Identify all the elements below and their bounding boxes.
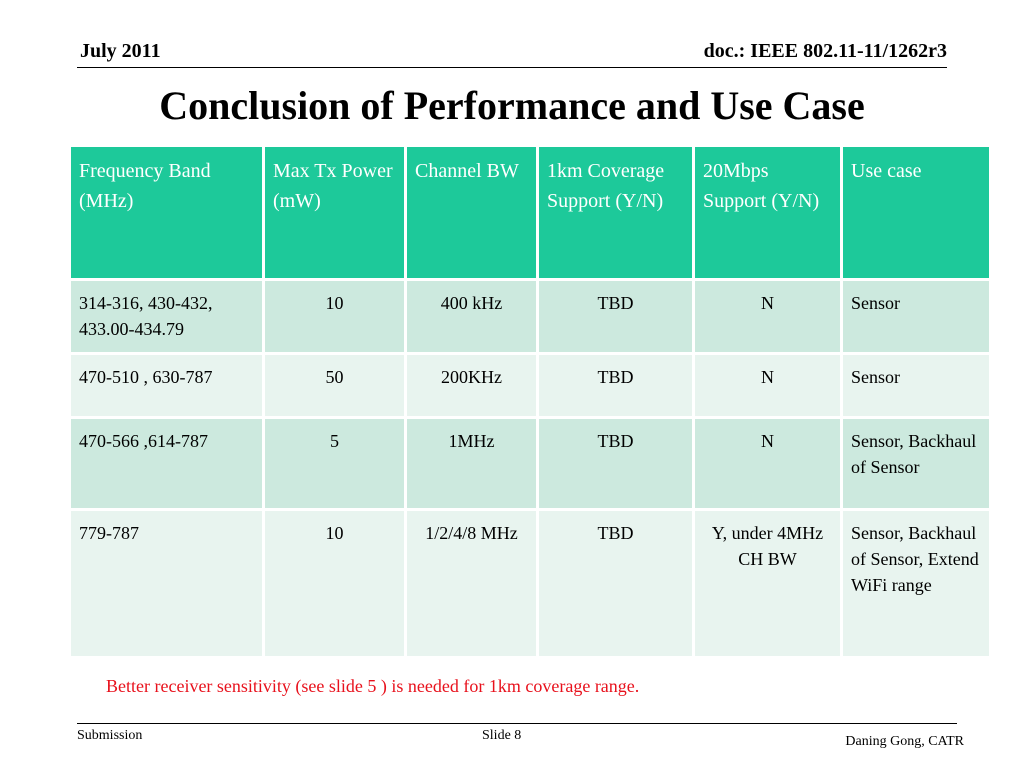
cell-max-tx-power: 10	[262, 508, 407, 659]
header-1km-coverage: 1km Coverage Support (Y/N)	[536, 144, 695, 281]
cell-frequency-band: 779-787	[68, 508, 265, 659]
header-max-tx-power: Max Tx Power (mW)	[262, 144, 407, 281]
cell-1km-coverage: TBD	[536, 508, 695, 659]
cell-use-case: Sensor	[840, 352, 992, 419]
table-row: 470-510 , 630-787 50 200KHz TBD N Sensor	[68, 352, 992, 419]
footer-slide-number: Slide 8	[482, 728, 522, 743]
footer-author: Daning Gong, CATR	[845, 734, 964, 749]
cell-channel-bw: 1MHz	[404, 416, 539, 511]
table-row: 470-566 ,614-787 5 1MHz TBD N Sensor, Ba…	[68, 416, 992, 511]
header-frequency-band: Frequency Band (MHz)	[68, 144, 265, 281]
header-use-case: Use case	[840, 144, 992, 281]
cell-1km-coverage: TBD	[536, 278, 695, 355]
cell-frequency-band: 314-316, 430-432, 433.00-434.79	[68, 278, 265, 355]
cell-1km-coverage: TBD	[536, 352, 695, 419]
cell-use-case: Sensor, Backhaul of Sensor	[840, 416, 992, 511]
slide-title: Conclusion of Performance and Use Case	[159, 83, 865, 128]
cell-20mbps-support: N	[692, 416, 843, 511]
header-divider	[77, 67, 947, 68]
header-date: July 2011	[80, 40, 161, 62]
table-row: 314-316, 430-432, 433.00-434.79 10 400 k…	[68, 278, 992, 355]
cell-1km-coverage: TBD	[536, 416, 695, 511]
cell-max-tx-power: 10	[262, 278, 407, 355]
header-20mbps-support: 20Mbps Support (Y/N)	[692, 144, 843, 281]
cell-frequency-band: 470-566 ,614-787	[68, 416, 265, 511]
cell-max-tx-power: 5	[262, 416, 407, 511]
table-row: 779-787 10 1/2/4/8 MHz TBD Y, under 4MHz…	[68, 508, 992, 659]
footer-submission: Submission	[77, 728, 143, 743]
cell-channel-bw: 400 kHz	[404, 278, 539, 355]
cell-20mbps-support: N	[692, 352, 843, 419]
cell-use-case: Sensor, Backhaul of Sensor, Extend WiFi …	[840, 508, 992, 659]
header-channel-bw: Channel BW	[404, 144, 539, 281]
cell-20mbps-support: N	[692, 278, 843, 355]
cell-frequency-band: 470-510 , 630-787	[68, 352, 265, 419]
table-header-row: Frequency Band (MHz) Max Tx Power (mW) C…	[68, 144, 992, 281]
cell-use-case: Sensor	[840, 278, 992, 355]
sensitivity-note: Better receiver sensitivity (see slide 5…	[106, 676, 640, 696]
cell-channel-bw: 200KHz	[404, 352, 539, 419]
frequency-band-table: Frequency Band (MHz) Max Tx Power (mW) C…	[68, 144, 992, 659]
footer-divider	[77, 723, 957, 724]
cell-channel-bw: 1/2/4/8 MHz	[404, 508, 539, 659]
header-doc-id: doc.: IEEE 802.11-11/1262r3	[703, 40, 947, 62]
cell-max-tx-power: 50	[262, 352, 407, 419]
cell-20mbps-support: Y, under 4MHz CH BW	[692, 508, 843, 659]
